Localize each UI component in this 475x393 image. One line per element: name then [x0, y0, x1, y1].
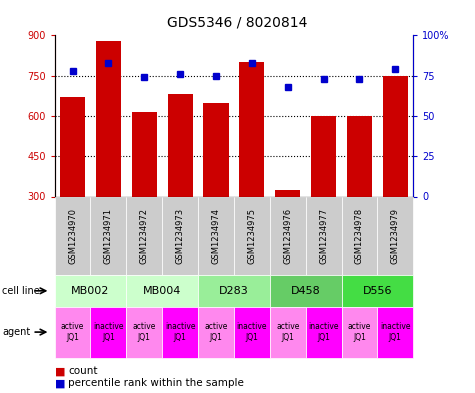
Bar [168, 94, 193, 196]
Text: GSM1234972: GSM1234972 [140, 208, 149, 264]
Text: GSM1234974: GSM1234974 [211, 208, 220, 264]
Text: GSM1234975: GSM1234975 [247, 208, 257, 264]
Text: active
JQ1: active JQ1 [276, 322, 299, 342]
Text: agent: agent [2, 327, 30, 337]
Bar [239, 62, 265, 196]
Text: inactive
JQ1: inactive JQ1 [93, 322, 124, 342]
Text: D283: D283 [219, 286, 249, 296]
Bar [347, 116, 372, 196]
Text: D458: D458 [291, 286, 321, 296]
Text: GSM1234973: GSM1234973 [176, 208, 185, 264]
Bar [96, 41, 121, 196]
Text: GSM1234978: GSM1234978 [355, 208, 364, 264]
Text: MB002: MB002 [71, 286, 110, 296]
Text: GDS5346 / 8020814: GDS5346 / 8020814 [167, 16, 308, 30]
Bar [311, 116, 336, 196]
Text: inactive
JQ1: inactive JQ1 [380, 322, 410, 342]
Text: MB004: MB004 [143, 286, 181, 296]
Text: cell line: cell line [2, 286, 40, 296]
Bar [60, 97, 85, 196]
Text: count: count [68, 366, 97, 376]
Bar [383, 75, 408, 196]
Text: active
JQ1: active JQ1 [61, 322, 84, 342]
Text: GSM1234977: GSM1234977 [319, 208, 328, 264]
Text: ■: ■ [55, 378, 65, 388]
Bar [203, 103, 228, 196]
Text: active
JQ1: active JQ1 [133, 322, 156, 342]
Bar [132, 112, 157, 196]
Text: GSM1234979: GSM1234979 [391, 208, 400, 264]
Text: inactive
JQ1: inactive JQ1 [308, 322, 339, 342]
Text: active
JQ1: active JQ1 [204, 322, 228, 342]
Text: ■: ■ [55, 366, 65, 376]
Text: inactive
JQ1: inactive JQ1 [165, 322, 195, 342]
Text: GSM1234976: GSM1234976 [283, 208, 292, 264]
Text: GSM1234970: GSM1234970 [68, 208, 77, 264]
Text: percentile rank within the sample: percentile rank within the sample [68, 378, 244, 388]
Text: D556: D556 [362, 286, 392, 296]
Bar [275, 190, 300, 196]
Text: GSM1234971: GSM1234971 [104, 208, 113, 264]
Text: active
JQ1: active JQ1 [348, 322, 371, 342]
Text: inactive
JQ1: inactive JQ1 [237, 322, 267, 342]
